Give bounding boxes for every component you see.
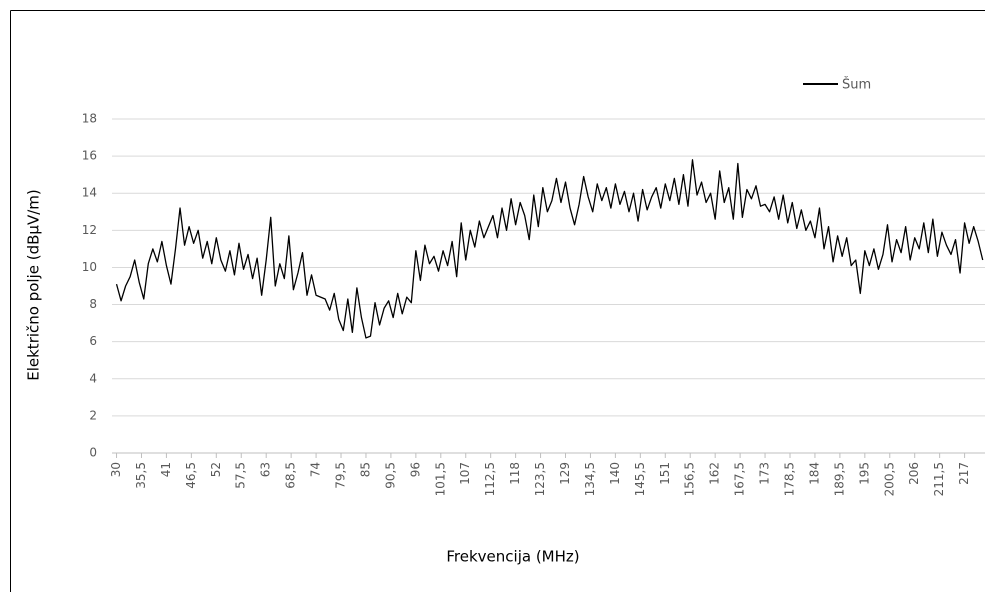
x-tick-label: 217	[957, 462, 971, 485]
x-tick-label: 123,5	[533, 462, 547, 496]
x-tick-label: 30	[109, 462, 123, 477]
y-tick-label: 16	[82, 149, 97, 163]
x-tick-label: 134,5	[583, 462, 597, 496]
x-tick-label: 162	[708, 462, 722, 485]
x-tick-label: 46,5	[184, 462, 198, 489]
y-tick-label: 18	[82, 112, 97, 126]
x-tick-label: 206	[907, 462, 921, 485]
x-tick-label: 211,5	[932, 462, 946, 496]
x-tick-label: 107	[458, 462, 472, 485]
y-tick-label: 2	[89, 408, 97, 422]
x-tick-label: 52	[209, 462, 223, 477]
x-tick-label: 189,5	[832, 462, 846, 496]
x-tick-label: 145,5	[633, 462, 647, 496]
legend-label: Šum	[842, 77, 871, 93]
x-tick-label: 96	[408, 462, 422, 477]
x-tick-label: 74	[309, 462, 323, 477]
y-tick-label: 12	[82, 223, 97, 237]
x-tick-label: 90,5	[383, 462, 397, 489]
x-tick-label: 178,5	[782, 462, 796, 496]
series-line	[115, 159, 984, 339]
y-tick-label: 0	[89, 446, 97, 460]
x-tick-label: 101,5	[433, 462, 447, 496]
x-tick-label: 57,5	[234, 462, 248, 489]
x-tick-label: 63	[259, 462, 273, 477]
x-tick-label: 68,5	[284, 462, 298, 489]
x-tick-label: 35,5	[134, 462, 148, 489]
x-tick-label: 41	[159, 462, 173, 477]
x-tick-label: 112,5	[483, 462, 497, 496]
x-tick-label: 151	[658, 462, 672, 485]
y-tick-label: 6	[89, 334, 97, 348]
x-tick-label: 156,5	[683, 462, 697, 496]
x-tick-label: 200,5	[882, 462, 896, 496]
x-tick-label: 173	[758, 462, 772, 485]
x-axis-title: Frekvencija (MHz)	[446, 548, 579, 566]
x-tick-label: 140	[608, 462, 622, 485]
y-tick-label: 8	[89, 297, 97, 311]
x-tick-label: 79,5	[334, 462, 348, 489]
x-tick-label: 167,5	[733, 462, 747, 496]
x-tick-label: 195	[857, 462, 871, 485]
y-tick-label: 4	[89, 371, 97, 385]
y-tick-label: 14	[82, 186, 97, 200]
x-tick-label: 129	[558, 462, 572, 485]
x-tick-label: 184	[807, 462, 821, 485]
y-tick-label: 10	[82, 260, 97, 274]
x-tick-label: 118	[508, 462, 522, 485]
y-axis-title: Električno polje (dBμV/m)	[25, 189, 43, 381]
x-tick-label: 85	[358, 462, 372, 477]
